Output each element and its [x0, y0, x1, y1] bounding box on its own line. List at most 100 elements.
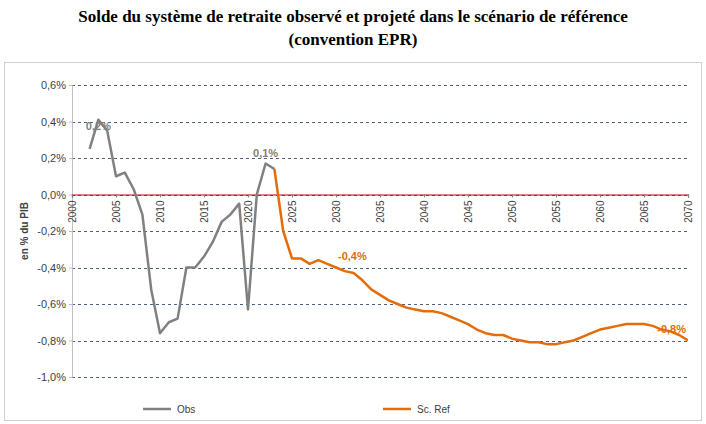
- lines: [90, 120, 688, 344]
- x-tick-mark: [556, 195, 557, 198]
- y-tick-label: -1,0%: [37, 371, 66, 383]
- x-tick-mark: [468, 195, 469, 198]
- y-tick-label: 0,4%: [41, 116, 66, 128]
- x-tick-label: 2005: [111, 200, 122, 223]
- y-axis-line: [69, 86, 73, 378]
- y-tick-mark: [69, 195, 72, 196]
- y-tick-label: -0,2%: [37, 225, 66, 237]
- x-tick-label: 2000: [67, 200, 78, 223]
- grid-line: [72, 231, 688, 232]
- y-tick-label: -0,8%: [37, 335, 66, 347]
- x-tick-label: 2060: [595, 200, 606, 223]
- title: Solde du système de retraite observé et …: [78, 7, 628, 26]
- grid-line: [72, 85, 688, 86]
- legend-swatch: [383, 408, 411, 411]
- x-tick-mark: [204, 195, 205, 198]
- y-tick-mark: [69, 158, 72, 159]
- x-tick-mark: [248, 195, 249, 198]
- y-tick-mark: [69, 85, 72, 86]
- subtitle: (convention EPR): [289, 30, 418, 49]
- x-tick: 2070: [683, 195, 694, 223]
- x-tick-mark: [688, 195, 689, 198]
- y-tick: -1,0%: [37, 371, 72, 383]
- y-tick-label: 0,2%: [41, 152, 66, 164]
- x-tick: 2060: [595, 195, 606, 223]
- y-tick-label: -0,6%: [37, 298, 66, 310]
- y-axis: -1,0% -0,8% -0,6% -0,4% -0,2% 0,0% 0,2% 0,4% 0,6…: [37, 79, 72, 383]
- x-tick-label: 2015: [199, 200, 210, 223]
- x-tick-label: 2025: [287, 200, 298, 223]
- y-tick-mark: [69, 377, 72, 378]
- x-tick: 2020: [243, 195, 254, 223]
- y-tick: -0,8%: [37, 335, 72, 347]
- x-tick-mark: [336, 195, 337, 198]
- x-tick: 2010: [155, 195, 166, 223]
- grid-line: [72, 304, 688, 305]
- annotation: 0,1%: [253, 147, 278, 159]
- x-tick-mark: [380, 195, 381, 198]
- x-tick-label: 2045: [463, 200, 474, 223]
- x-tick: 2045: [463, 195, 474, 223]
- x-axis: 2000 2005 2010 2015 2020 2025 2030 2035 2040 2045…: [67, 195, 694, 223]
- y-tick-label: 0,6%: [41, 79, 66, 91]
- x-tick: 2030: [331, 195, 342, 223]
- x-tick-label: 2030: [331, 200, 342, 223]
- annotation: -0,8%: [657, 323, 686, 335]
- x-tick: 2000: [67, 195, 78, 223]
- y-tick-mark: [69, 122, 72, 123]
- series-line: [274, 169, 688, 344]
- x-tick: 2055: [551, 195, 562, 223]
- x-tick: 2015: [199, 195, 210, 223]
- y-tick-mark: [69, 268, 72, 269]
- legend-label: Sc. Ref: [417, 404, 450, 415]
- x-tick-label: 2010: [155, 200, 166, 223]
- x-tick-mark: [512, 195, 513, 198]
- y-tick-mark: [69, 304, 72, 305]
- y-tick: -0,2%: [37, 225, 72, 237]
- y-tick: 0,4%: [41, 116, 72, 128]
- y-tick-mark: [69, 341, 72, 342]
- x-tick: 2050: [507, 195, 518, 223]
- x-tick-label: 2020: [243, 200, 254, 223]
- x-tick-mark: [644, 195, 645, 198]
- grid-line: [72, 268, 688, 269]
- grid: [72, 86, 688, 378]
- legend-swatch: [143, 408, 171, 411]
- x-tick-label: 2055: [551, 200, 562, 223]
- x-tick: 2035: [375, 195, 386, 223]
- x-tick-label: 2035: [375, 200, 386, 223]
- x-tick-mark: [600, 195, 601, 198]
- legend-label: Obs: [177, 404, 195, 415]
- grid-line: [72, 122, 688, 123]
- x-tick: 2040: [419, 195, 430, 223]
- x-tick-mark: [72, 195, 73, 198]
- y-tick-mark: [69, 231, 72, 232]
- grid-line: [72, 377, 688, 378]
- x-tick: 2065: [639, 195, 650, 223]
- y-tick: 0,2%: [41, 152, 72, 164]
- annotations: 0,2% 0,1% -0,4% -0,8%: [86, 120, 686, 334]
- grid-line: [72, 158, 688, 159]
- y-tick: -0,6%: [37, 298, 72, 310]
- x-tick-mark: [116, 195, 117, 198]
- y-tick: 0,6%: [41, 79, 72, 91]
- legend: Obs Sc. Ref: [143, 404, 450, 415]
- series-line: [90, 120, 275, 334]
- annotation: -0,4%: [338, 250, 367, 262]
- x-tick-mark: [424, 195, 425, 198]
- annotation: 0,2%: [86, 120, 111, 132]
- x-tick-mark: [292, 195, 293, 198]
- chart-frame: [5, 63, 702, 421]
- x-tick: 2025: [287, 195, 298, 223]
- y-tick-label: -0,4%: [37, 262, 66, 274]
- chart: Solde du système de retraite observé et …: [0, 0, 706, 424]
- x-tick-label: 2070: [683, 200, 694, 223]
- x-tick-label: 2040: [419, 200, 430, 223]
- x-axis-line: [73, 195, 689, 198]
- y-tick: 0,0%: [41, 189, 72, 201]
- grid-line: [72, 341, 688, 342]
- x-tick-label: 2050: [507, 200, 518, 223]
- x-tick-mark: [160, 195, 161, 198]
- y-tick: -0,4%: [37, 262, 72, 274]
- x-tick-label: 2065: [639, 200, 650, 223]
